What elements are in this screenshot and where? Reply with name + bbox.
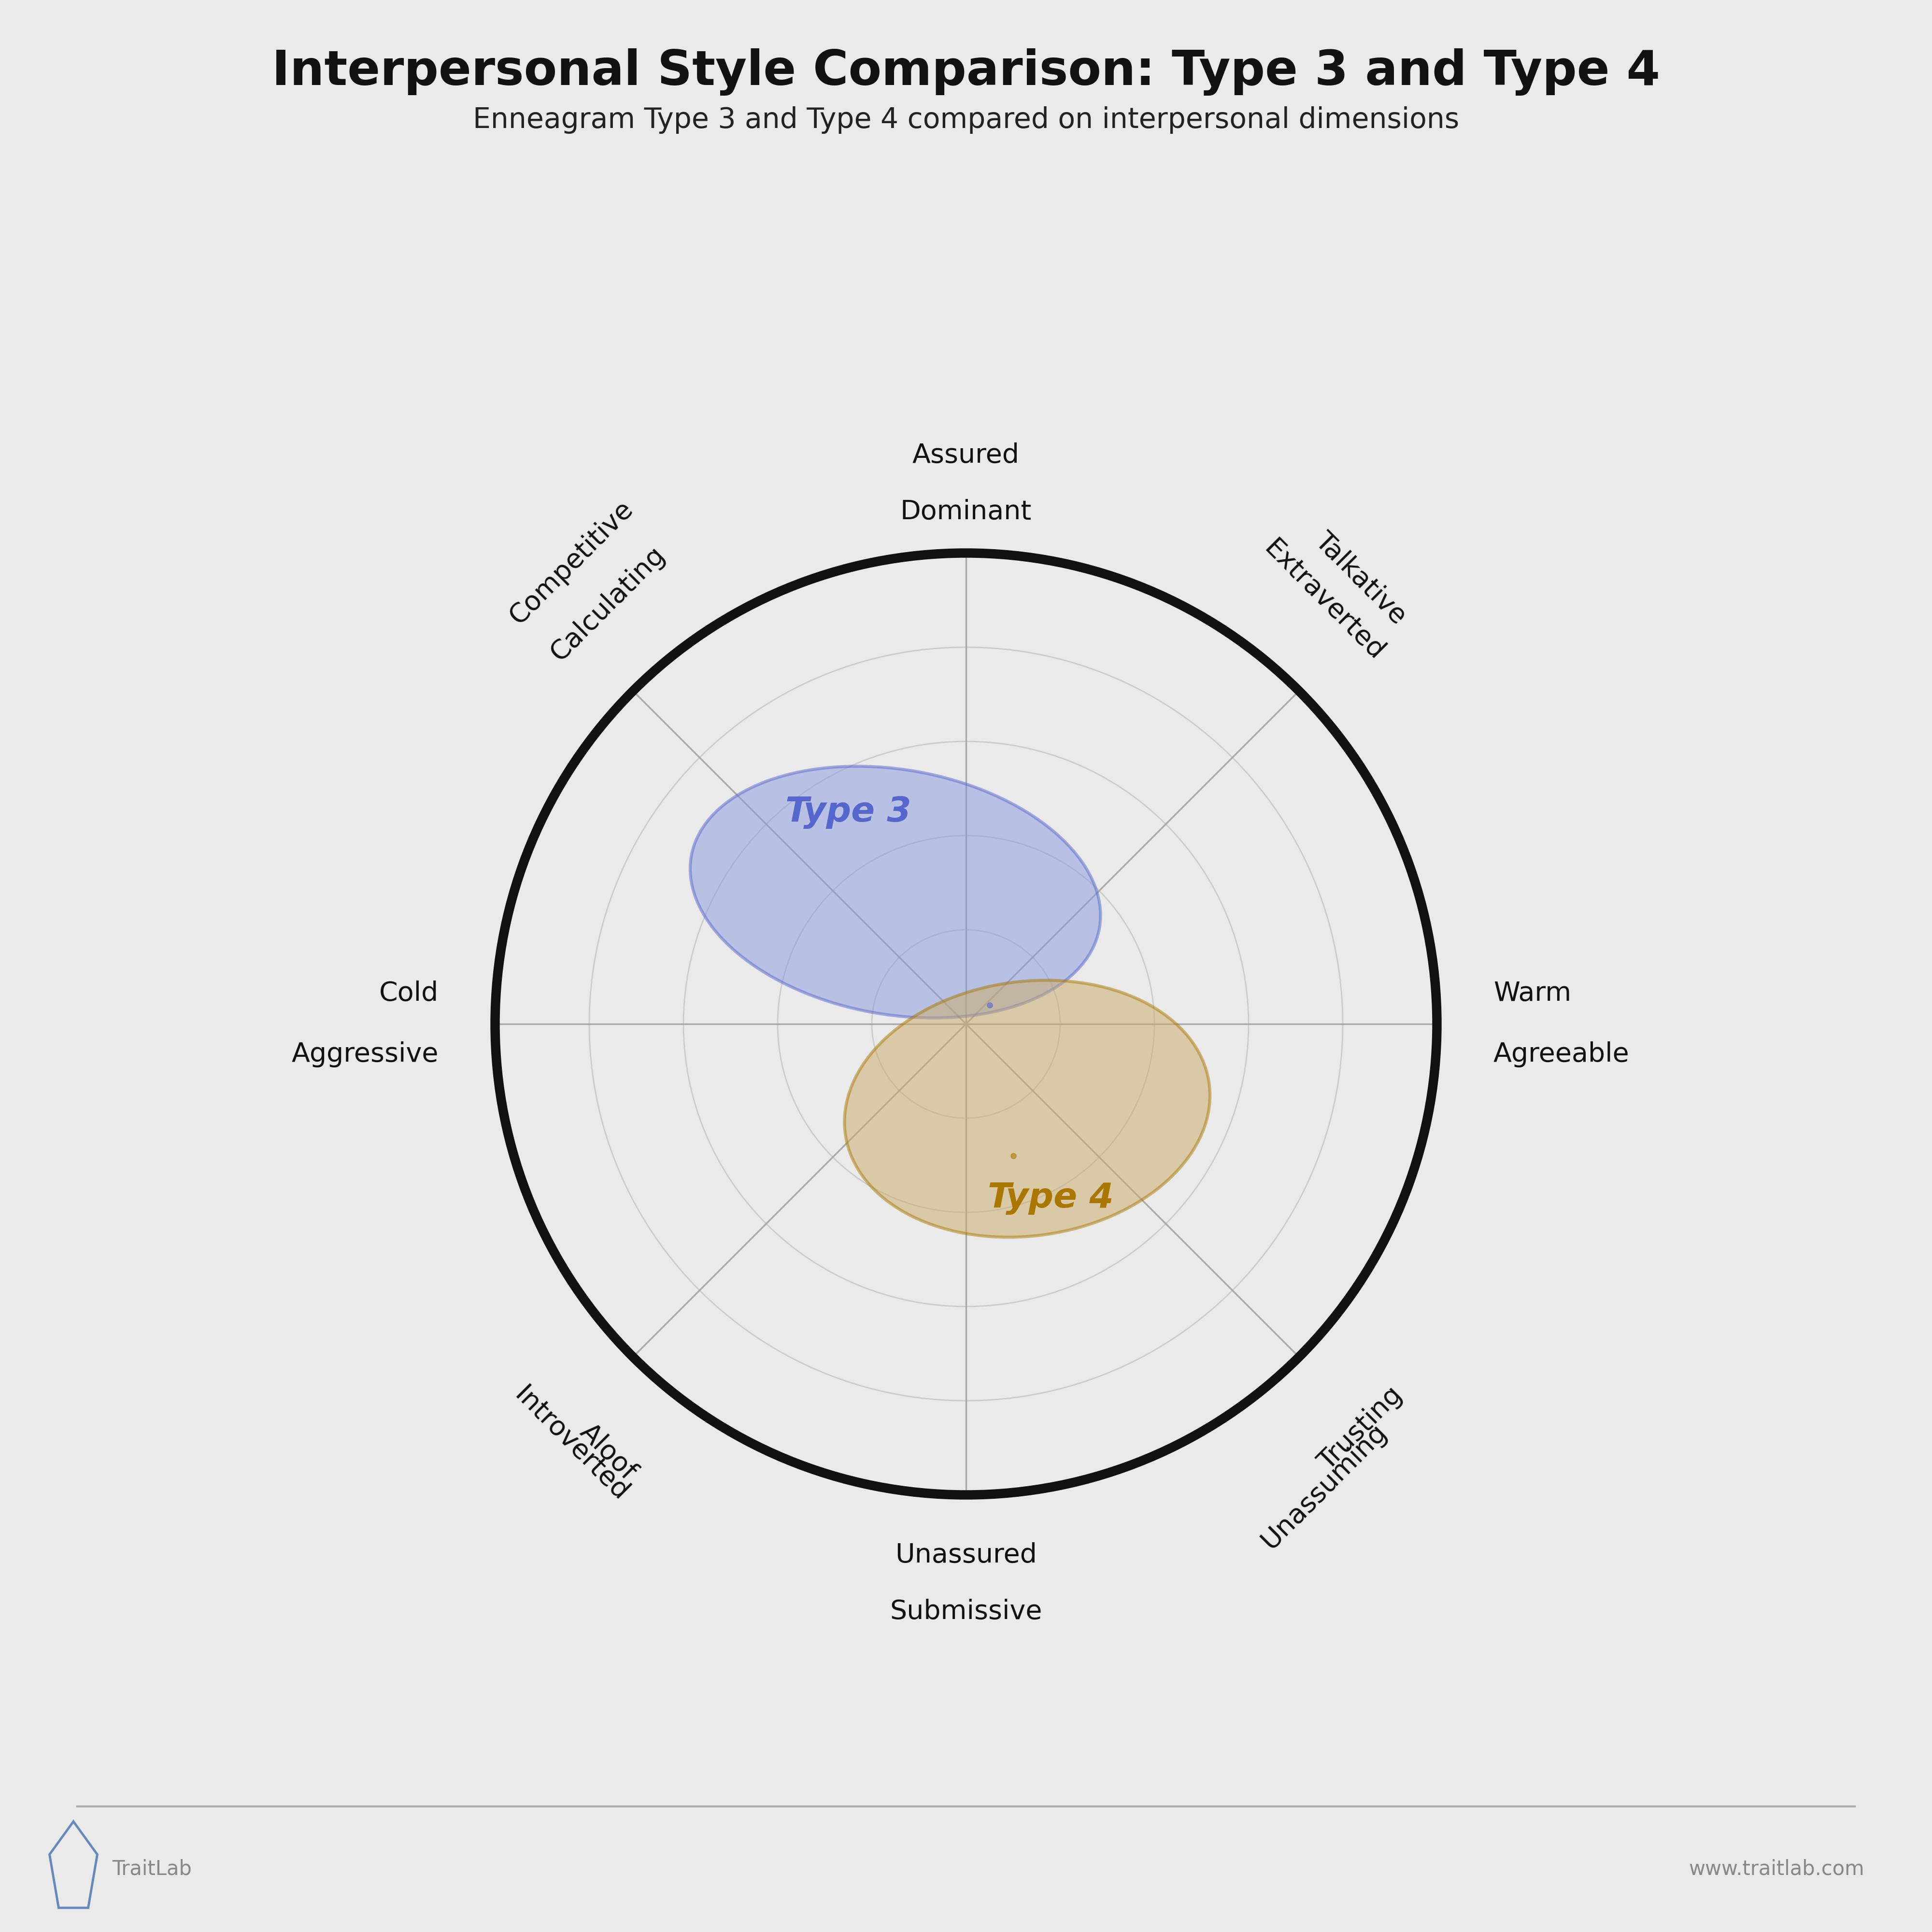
Text: Introverted: Introverted — [510, 1381, 634, 1507]
Text: Unassuming: Unassuming — [1256, 1418, 1391, 1553]
Ellipse shape — [690, 767, 1101, 1018]
Ellipse shape — [844, 980, 1209, 1236]
Text: Aggressive: Aggressive — [292, 1041, 439, 1068]
Text: Talkative: Talkative — [1310, 527, 1412, 630]
Text: Trusting: Trusting — [1314, 1381, 1408, 1476]
Text: Type 4: Type 4 — [987, 1182, 1113, 1215]
Text: Assured: Assured — [912, 442, 1020, 468]
Text: Calculating: Calculating — [545, 541, 670, 667]
Text: Warm: Warm — [1493, 980, 1571, 1007]
Text: Interpersonal Style Comparison: Type 3 and Type 4: Interpersonal Style Comparison: Type 3 a… — [272, 48, 1660, 95]
Text: www.traitlab.com: www.traitlab.com — [1689, 1859, 1864, 1880]
Text: Extraverted: Extraverted — [1260, 535, 1389, 667]
Text: Aloof: Aloof — [576, 1418, 641, 1486]
Text: Dominant: Dominant — [900, 498, 1032, 526]
Text: Enneagram Type 3 and Type 4 compared on interpersonal dimensions: Enneagram Type 3 and Type 4 compared on … — [473, 106, 1459, 133]
Text: Type 3: Type 3 — [786, 796, 912, 829]
Text: Competitive: Competitive — [504, 497, 638, 630]
Text: TraitLab: TraitLab — [112, 1859, 191, 1880]
Text: Unassured: Unassured — [895, 1542, 1037, 1569]
Text: Cold: Cold — [379, 980, 439, 1007]
Text: Agreeable: Agreeable — [1493, 1041, 1629, 1068]
Text: Submissive: Submissive — [891, 1598, 1041, 1625]
